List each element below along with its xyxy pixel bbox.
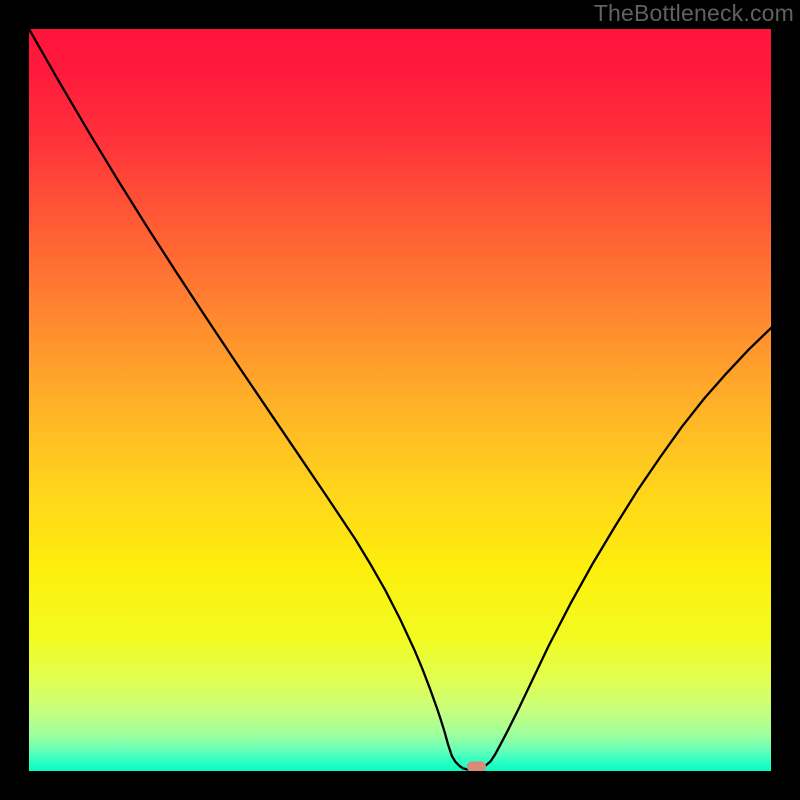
chart-canvas: TheBottleneck.com [0, 0, 800, 800]
curve-layer [29, 29, 771, 771]
curve-minimum-marker [467, 761, 486, 771]
plot-area [29, 29, 771, 771]
bottleneck-curve [29, 29, 771, 770]
watermark-label: TheBottleneck.com [594, 0, 800, 29]
